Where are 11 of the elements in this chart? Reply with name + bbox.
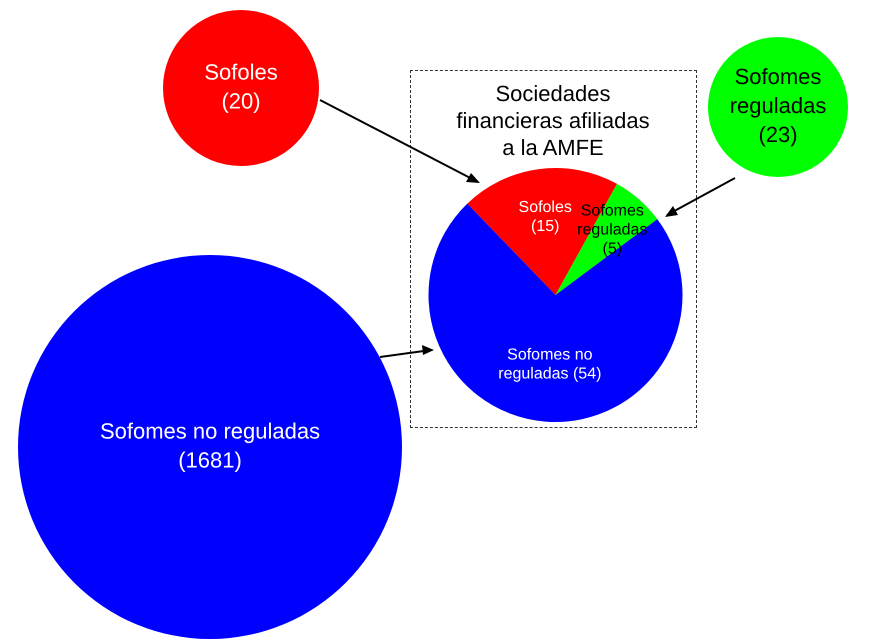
category-label: Sofoles: [204, 60, 278, 85]
chart-title: Sociedades financieras afiliadas a la AMFE: [455, 80, 651, 161]
data-label: (20): [221, 88, 261, 114]
category-label: Sofomes no reguladas: [100, 418, 320, 444]
data-label: (1681): [178, 448, 242, 473]
slice-label: Sofomes no reguladas (54): [498, 346, 602, 383]
data-label: (15): [530, 218, 560, 235]
data-label: (23): [758, 122, 798, 148]
category-label: Sofomes reguladas: [730, 64, 826, 118]
data-label: (5): [602, 240, 622, 258]
slice-label: Sofoles: [518, 198, 572, 216]
